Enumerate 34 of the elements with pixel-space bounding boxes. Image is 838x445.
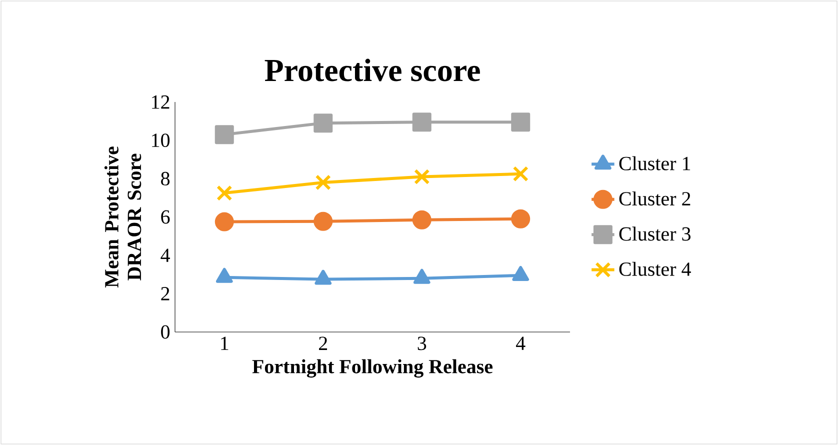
x-axis-title: Fortnight Following Release (252, 359, 493, 378)
legend-label: Cluster 3 (619, 226, 690, 241)
y-tick-label: 0 (161, 325, 170, 339)
y-tick-label: 4 (160, 248, 170, 262)
y-tick-label: 12 (152, 95, 170, 109)
x-tick-label: 1 (221, 336, 228, 350)
point (314, 212, 333, 231)
y-tick-label: 2 (161, 287, 170, 300)
point (511, 112, 530, 132)
y-axis-title: Mean Protective DRAOR Score (104, 146, 142, 288)
point (511, 209, 530, 228)
y-tick-label: 8 (161, 172, 170, 186)
point (314, 114, 333, 133)
point (216, 268, 233, 283)
point (214, 125, 234, 144)
point (414, 168, 430, 185)
point (412, 210, 432, 230)
point (315, 174, 331, 190)
point (512, 266, 530, 281)
point (412, 112, 432, 132)
x-tick-label: 4 (516, 336, 526, 350)
y-tick-label: 10 (152, 134, 170, 148)
point (512, 166, 528, 182)
x-tick-label: 2 (319, 336, 328, 350)
chart-title: Protective score (264, 58, 480, 82)
point (216, 185, 232, 201)
point (314, 270, 332, 285)
legend-label: Cluster 1 (619, 156, 690, 170)
x-tick-label: 3 (418, 336, 426, 350)
point (214, 212, 234, 232)
legend-label: Cluster 4 (619, 262, 691, 276)
point (413, 268, 430, 284)
y-tick-label: 6 (161, 210, 170, 224)
legend-label: Cluster 2 (619, 191, 690, 206)
